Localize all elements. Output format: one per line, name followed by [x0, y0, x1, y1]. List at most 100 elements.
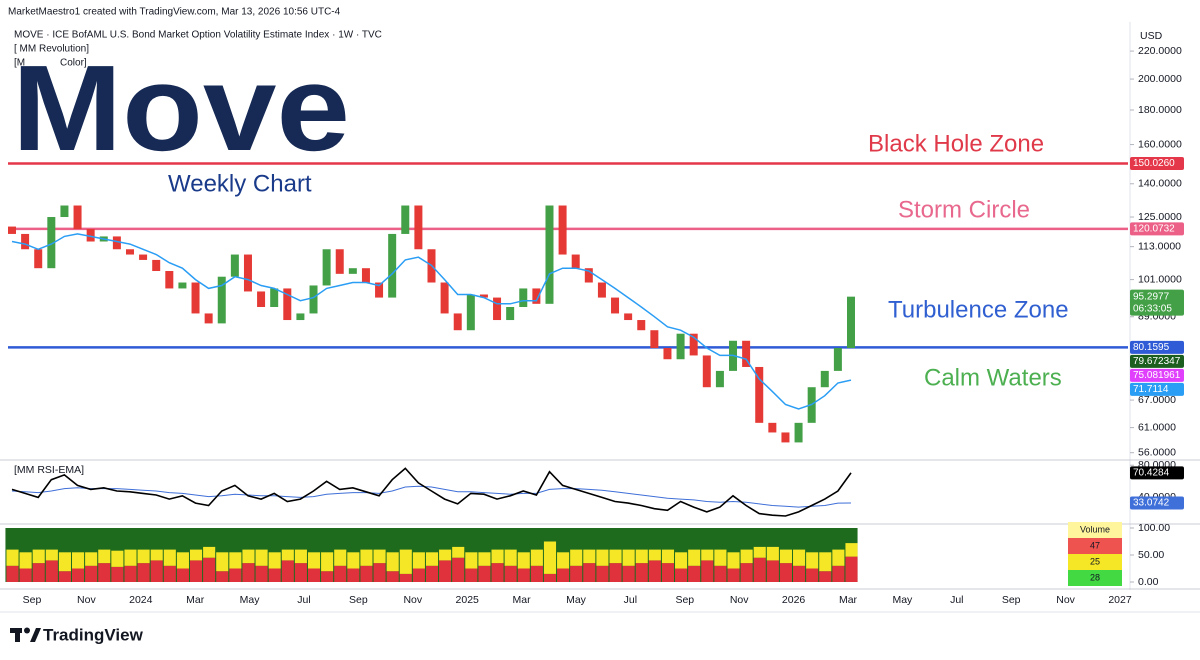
candle-body — [401, 205, 410, 234]
candle-body — [650, 330, 659, 349]
volume-bar — [543, 541, 557, 574]
brand: TradingView — [43, 625, 144, 644]
candle-body — [8, 226, 16, 234]
volume-bar — [321, 552, 334, 572]
volume-bar — [793, 565, 806, 582]
x-tick-label: May — [892, 594, 913, 606]
x-tick-label: Jul — [624, 594, 637, 606]
annotation: Calm Waters — [924, 364, 1062, 391]
y-tick-label: 220.0000 — [1138, 45, 1182, 57]
legend-value: 28 — [1090, 572, 1100, 582]
volume-bar — [675, 568, 688, 582]
y-tick-label: 125.0000 — [1138, 211, 1182, 223]
volume-bar — [176, 568, 189, 582]
y-tick-label: 180.0000 — [1138, 104, 1182, 116]
volume-bar — [465, 568, 478, 582]
candle-body — [715, 370, 724, 388]
candle-body — [152, 259, 161, 272]
candle-body — [781, 432, 790, 443]
y-tick-label: 113.0000 — [1138, 240, 1181, 252]
volume-bar — [373, 563, 386, 582]
volume-bar — [766, 560, 779, 582]
candle-body — [125, 249, 134, 255]
candle-body — [230, 254, 239, 277]
indicator: [M — [14, 58, 25, 69]
volume-bar — [452, 546, 465, 558]
volume-bar — [137, 563, 150, 582]
level-tag: 120.0732 — [1133, 223, 1175, 234]
x-tick-label: Sep — [675, 594, 694, 606]
volume-bar — [753, 557, 766, 582]
candle-body — [191, 282, 200, 314]
y-tick-label: 200.0000 — [1138, 73, 1182, 85]
candle-body — [86, 229, 95, 242]
candle-body — [165, 271, 174, 289]
volume-bar — [399, 549, 412, 574]
y-tick-label: 0.00 — [1138, 576, 1159, 588]
volume-bar — [766, 546, 779, 561]
volume-bar — [360, 549, 373, 566]
volume-bar — [635, 549, 648, 564]
volume-bar — [491, 549, 504, 564]
candle-body — [139, 254, 148, 260]
candle-body — [794, 422, 803, 443]
candle-body — [361, 268, 370, 283]
volume-bar — [347, 552, 360, 569]
volume-bar — [439, 560, 452, 582]
volume-bar — [334, 549, 347, 566]
candle-body — [493, 297, 502, 321]
volume-bar — [465, 552, 478, 569]
candle-body — [637, 320, 646, 331]
volume-bar — [373, 549, 386, 564]
volume-bar — [793, 549, 806, 566]
logo: Move — [12, 40, 350, 176]
volume-bar — [163, 549, 176, 566]
volume-bar — [845, 543, 858, 557]
candle-body — [217, 276, 226, 324]
volume-bar — [137, 549, 150, 564]
volume-bar — [740, 563, 753, 582]
candle-body — [611, 297, 620, 314]
volume-bar — [596, 549, 609, 566]
candle-body — [532, 288, 541, 304]
candle-body — [243, 254, 252, 292]
volume-bar — [557, 552, 570, 569]
y-tick-label: 67.0000 — [1138, 394, 1176, 406]
price-tag: 75.081961 — [1133, 370, 1181, 381]
volume-bar — [150, 560, 163, 582]
x-tick-label: May — [566, 594, 587, 606]
volume-bar — [622, 549, 635, 566]
candle-body — [558, 205, 567, 255]
candle-body — [676, 333, 685, 360]
volume-bar — [229, 568, 242, 582]
volume-bar — [85, 565, 98, 582]
level-tag: 150.0260 — [1133, 158, 1175, 169]
volume-bar — [806, 552, 819, 569]
volume-bar — [399, 573, 412, 582]
candle-body — [414, 205, 423, 250]
candle-body — [545, 205, 554, 304]
indicator: [ MM Revolution] — [14, 44, 89, 55]
candle-body — [178, 282, 187, 289]
series-tag: 33.0742 — [1133, 498, 1170, 509]
volume-bar — [583, 549, 596, 564]
volume-bar — [6, 549, 19, 566]
volume-bar — [517, 552, 530, 569]
x-tick-label: Mar — [186, 594, 205, 606]
volume-bar — [779, 563, 793, 582]
volume-bar — [517, 568, 530, 582]
volume-bar — [570, 549, 583, 566]
candle-body — [847, 296, 855, 349]
volume-bar — [189, 560, 203, 582]
volume-bar — [583, 563, 596, 582]
volume-bar — [45, 549, 58, 561]
legend-title-bg — [1068, 522, 1122, 538]
volume-bar — [714, 565, 727, 582]
level-tag-bg — [1130, 340, 1184, 354]
volume-bar — [124, 549, 137, 566]
volume-bar — [412, 568, 425, 582]
volume-bar — [6, 565, 19, 582]
price-tag-bg — [1130, 354, 1184, 368]
candle-body — [322, 249, 331, 286]
